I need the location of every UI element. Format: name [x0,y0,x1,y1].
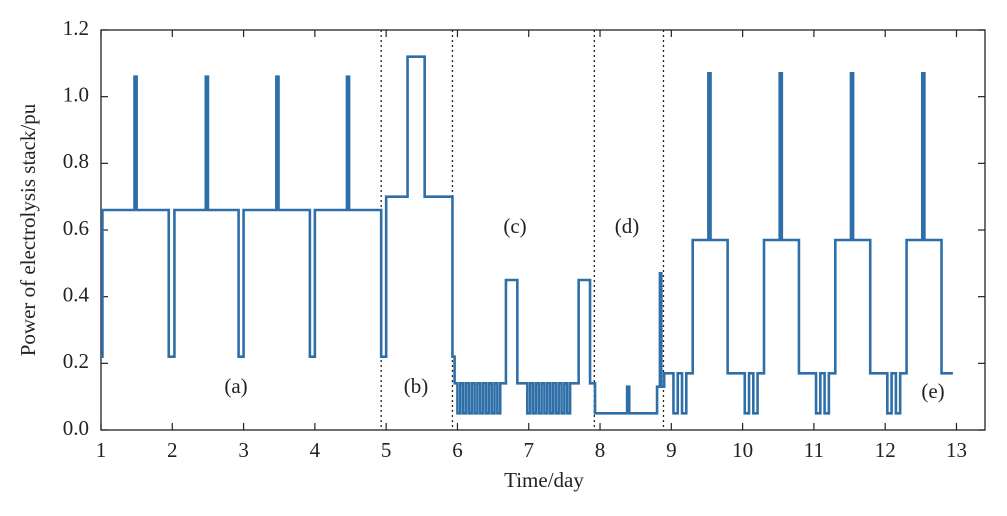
x-tick-label: 8 [595,438,606,462]
x-tick-label: 7 [523,438,534,462]
x-tick-label: 6 [452,438,463,462]
x-tick-label: 2 [167,438,178,462]
y-tick-label: 0.0 [63,416,89,440]
x-tick-label: 5 [381,438,392,462]
line-series [101,55,953,415]
y-tick-label: 0.4 [63,282,90,306]
annotation: (c) [503,214,526,238]
x-tick-label: 3 [238,438,249,462]
annotation: (b) [404,374,429,398]
y-tick-label: 1.2 [63,16,89,40]
y-tick-label: 0.6 [63,216,89,240]
x-tick-label: 11 [804,438,824,462]
x-tick-label: 4 [310,438,321,462]
x-axis-label: Time/day [504,468,584,492]
x-tick-label: 9 [666,438,677,462]
y-axis-label: Power of electrolysis stack/pu [16,103,40,356]
y-tick-label: 1.0 [63,82,89,106]
x-tick-label: 12 [875,438,896,462]
annotation: (e) [921,379,944,403]
x-tick-label: 1 [96,438,107,462]
y-tick-label: 0.8 [63,149,89,173]
annotation: (d) [615,214,640,238]
y-tick-label: 0.2 [63,349,89,373]
x-tick-label: 10 [732,438,753,462]
x-tick-label: 13 [946,438,967,462]
annotation: (a) [224,374,247,398]
